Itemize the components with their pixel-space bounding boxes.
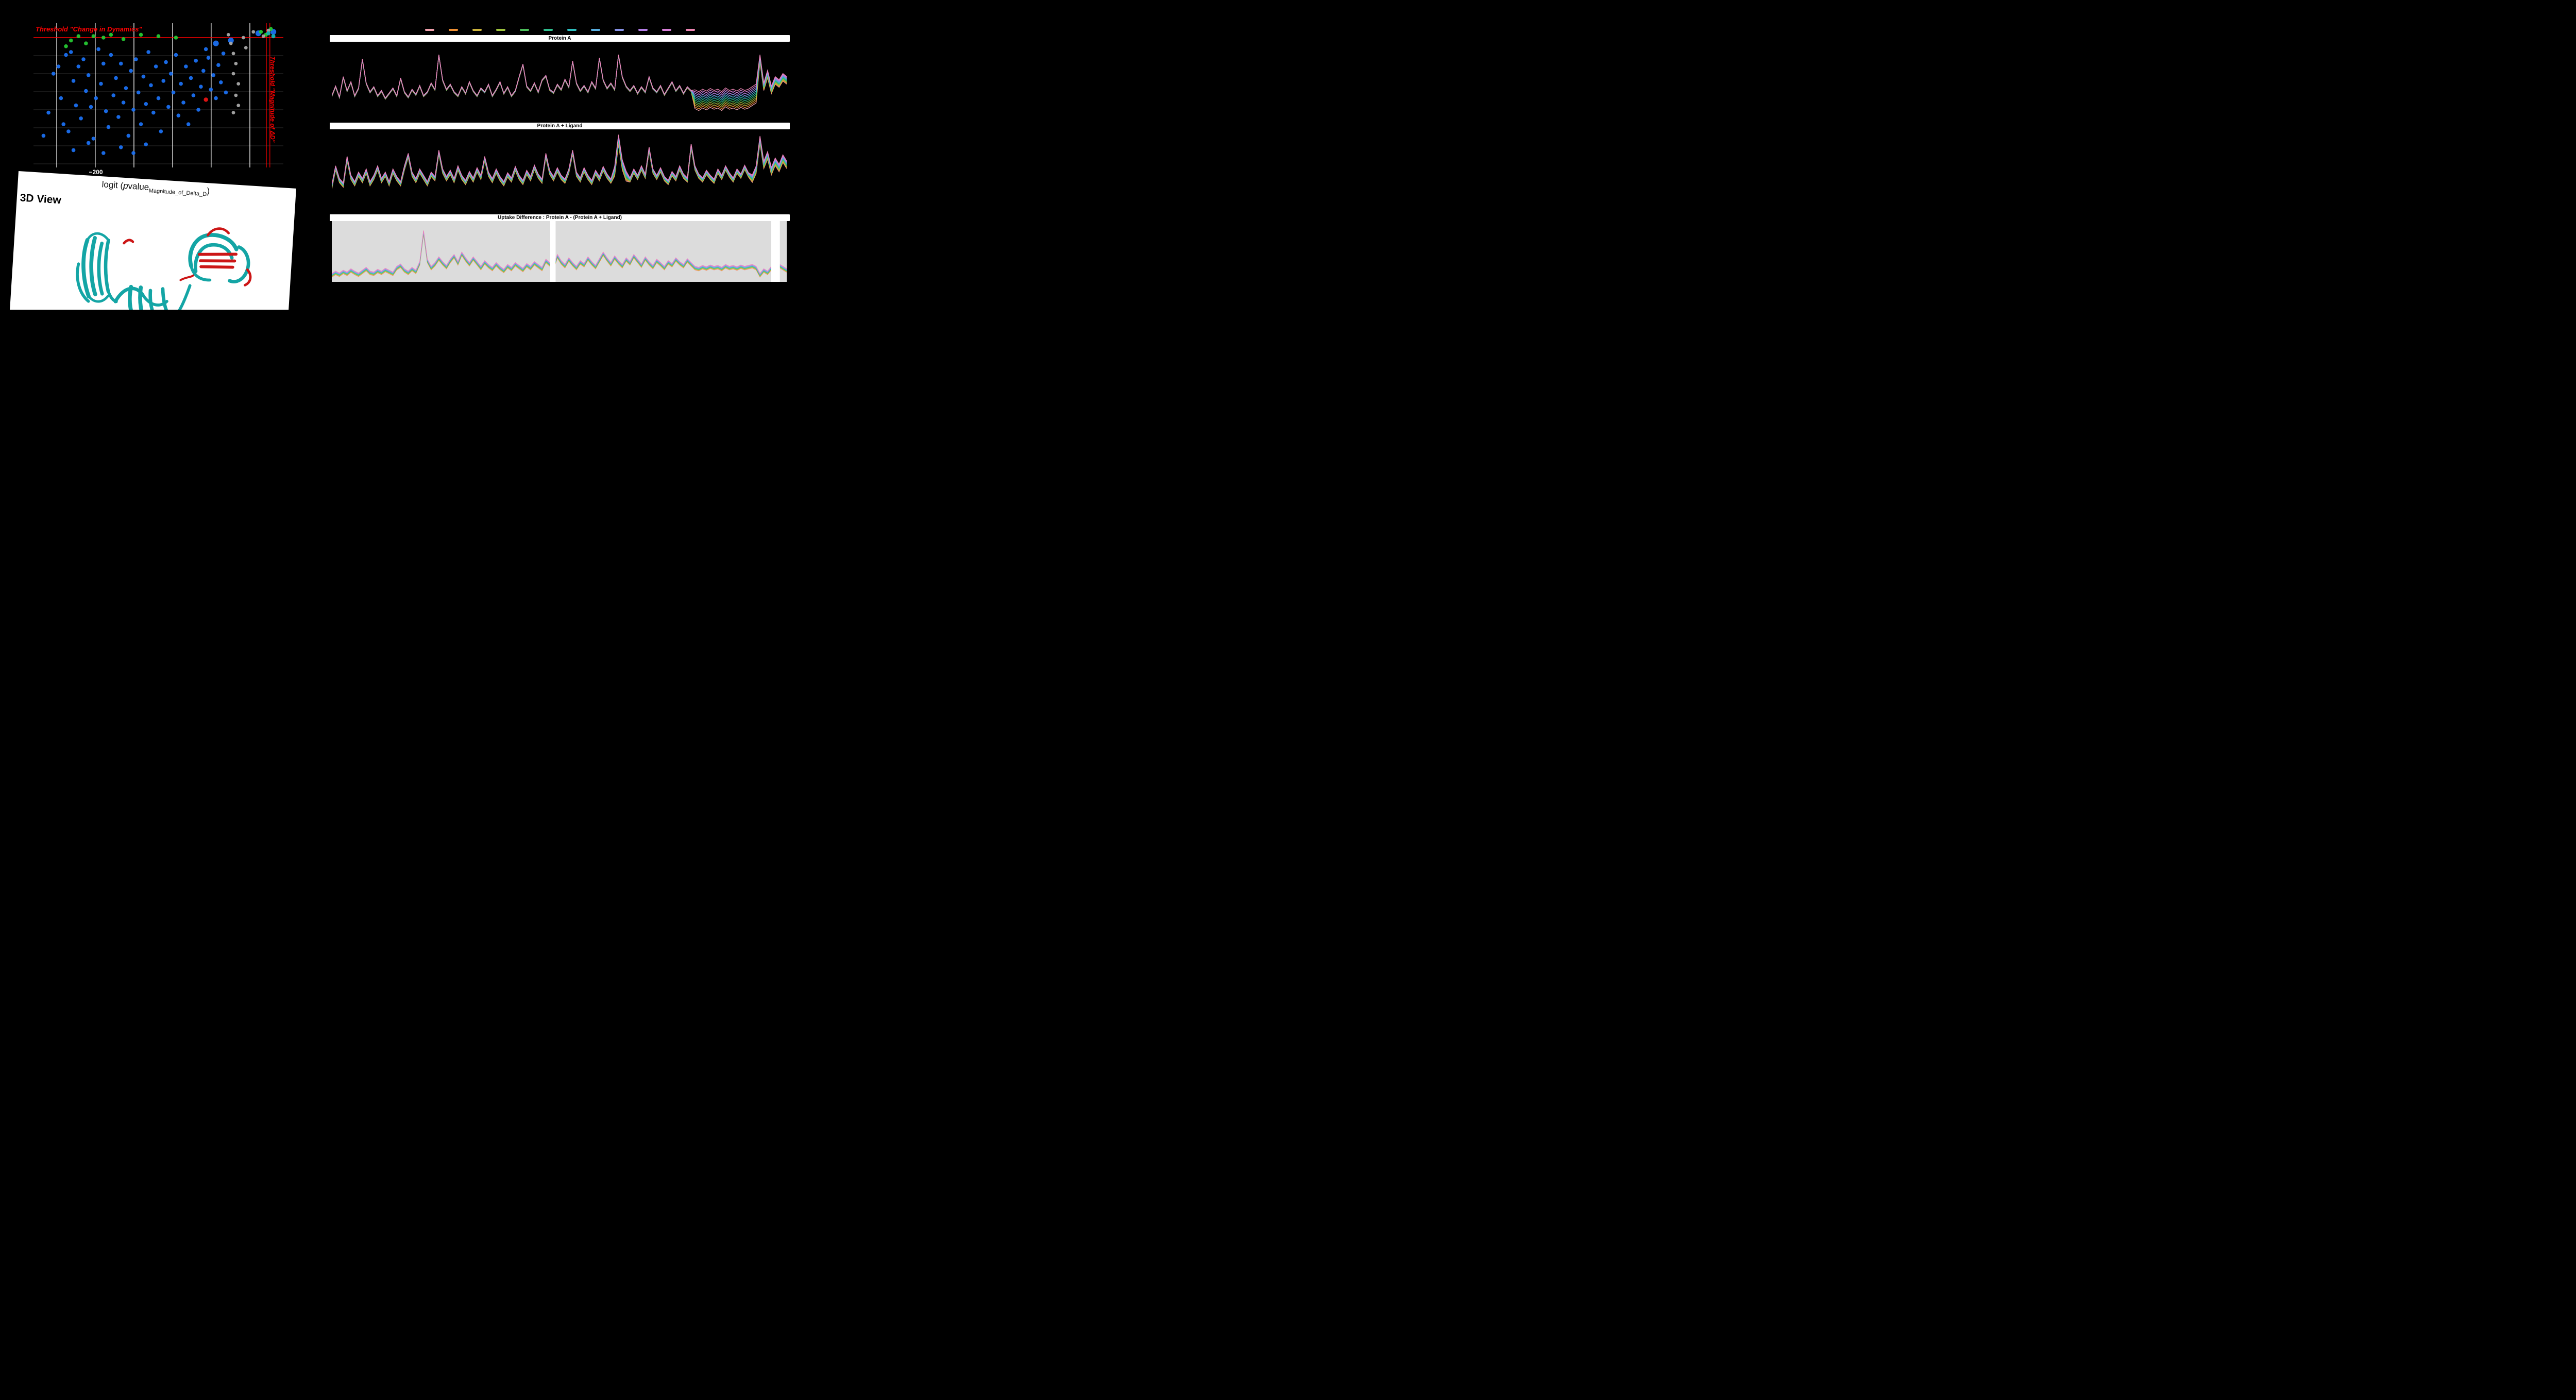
x-axis-tick: −200: [89, 168, 103, 176]
chart-title-text: Protein A + Ligand: [537, 123, 583, 129]
legend-dash-7[interactable]: [590, 29, 600, 31]
volcano-plot[interactable]: Threshold "Change in Dynamics" Threshold…: [33, 23, 283, 176]
uptake-charts-panel: Protein A Protein A + Ligand Uptake Diff…: [330, 21, 790, 310]
legend-dash-1[interactable]: [448, 29, 458, 31]
timepoint-legend: [330, 29, 790, 31]
chart-uptake-difference[interactable]: [332, 221, 787, 282]
3d-view-title: 3D View: [20, 192, 62, 207]
axis-label-suffix: ): [206, 186, 210, 196]
legend-dash-3[interactable]: [496, 29, 505, 31]
3d-view-panel[interactable]: logit (pvalueMagnitude_of_Delta_D) 3D Vi…: [9, 171, 296, 310]
legend-dash-2[interactable]: [472, 29, 482, 31]
threshold-magnitude-label: Threshold "Magnitude of ΔD": [269, 56, 276, 143]
legend-dash-6[interactable]: [567, 29, 577, 31]
volcano-x-axis-label: logit (pvalueMagnitude_of_Delta_D): [101, 179, 210, 198]
chart-protein-a[interactable]: [332, 42, 787, 119]
axis-label-subscript: Magnitude_of_Delta_D: [148, 188, 207, 198]
protein-structure[interactable]: [37, 208, 265, 310]
legend-dash-4[interactable]: [519, 29, 529, 31]
legend-dash-11[interactable]: [685, 29, 695, 31]
volcano-scatter-svg[interactable]: [33, 23, 283, 167]
legend-dash-0[interactable]: [425, 29, 434, 31]
legend-dash-5[interactable]: [543, 29, 553, 31]
legend-dash-10[interactable]: [662, 29, 671, 31]
axis-label-prefix: logit (: [101, 179, 124, 191]
chart-title-protein-a-ligand: Protein A + Ligand: [330, 123, 790, 129]
legend-dash-9[interactable]: [638, 29, 648, 31]
axis-label-mid: value: [128, 181, 149, 192]
app-canvas: Threshold "Change in Dynamics" Threshold…: [0, 0, 808, 310]
chart-title-text: Uptake Difference : Protein A - (Protein…: [497, 215, 622, 221]
threshold-dynamics-label: Threshold "Change in Dynamics": [36, 25, 142, 33]
chart-title-text: Protein A: [548, 36, 571, 41]
chart-title-protein-a: Protein A: [330, 35, 790, 42]
legend-dash-8[interactable]: [614, 29, 624, 31]
chart-title-uptake-difference: Uptake Difference : Protein A - (Protein…: [330, 214, 790, 221]
chart-protein-a-ligand[interactable]: [332, 129, 787, 207]
